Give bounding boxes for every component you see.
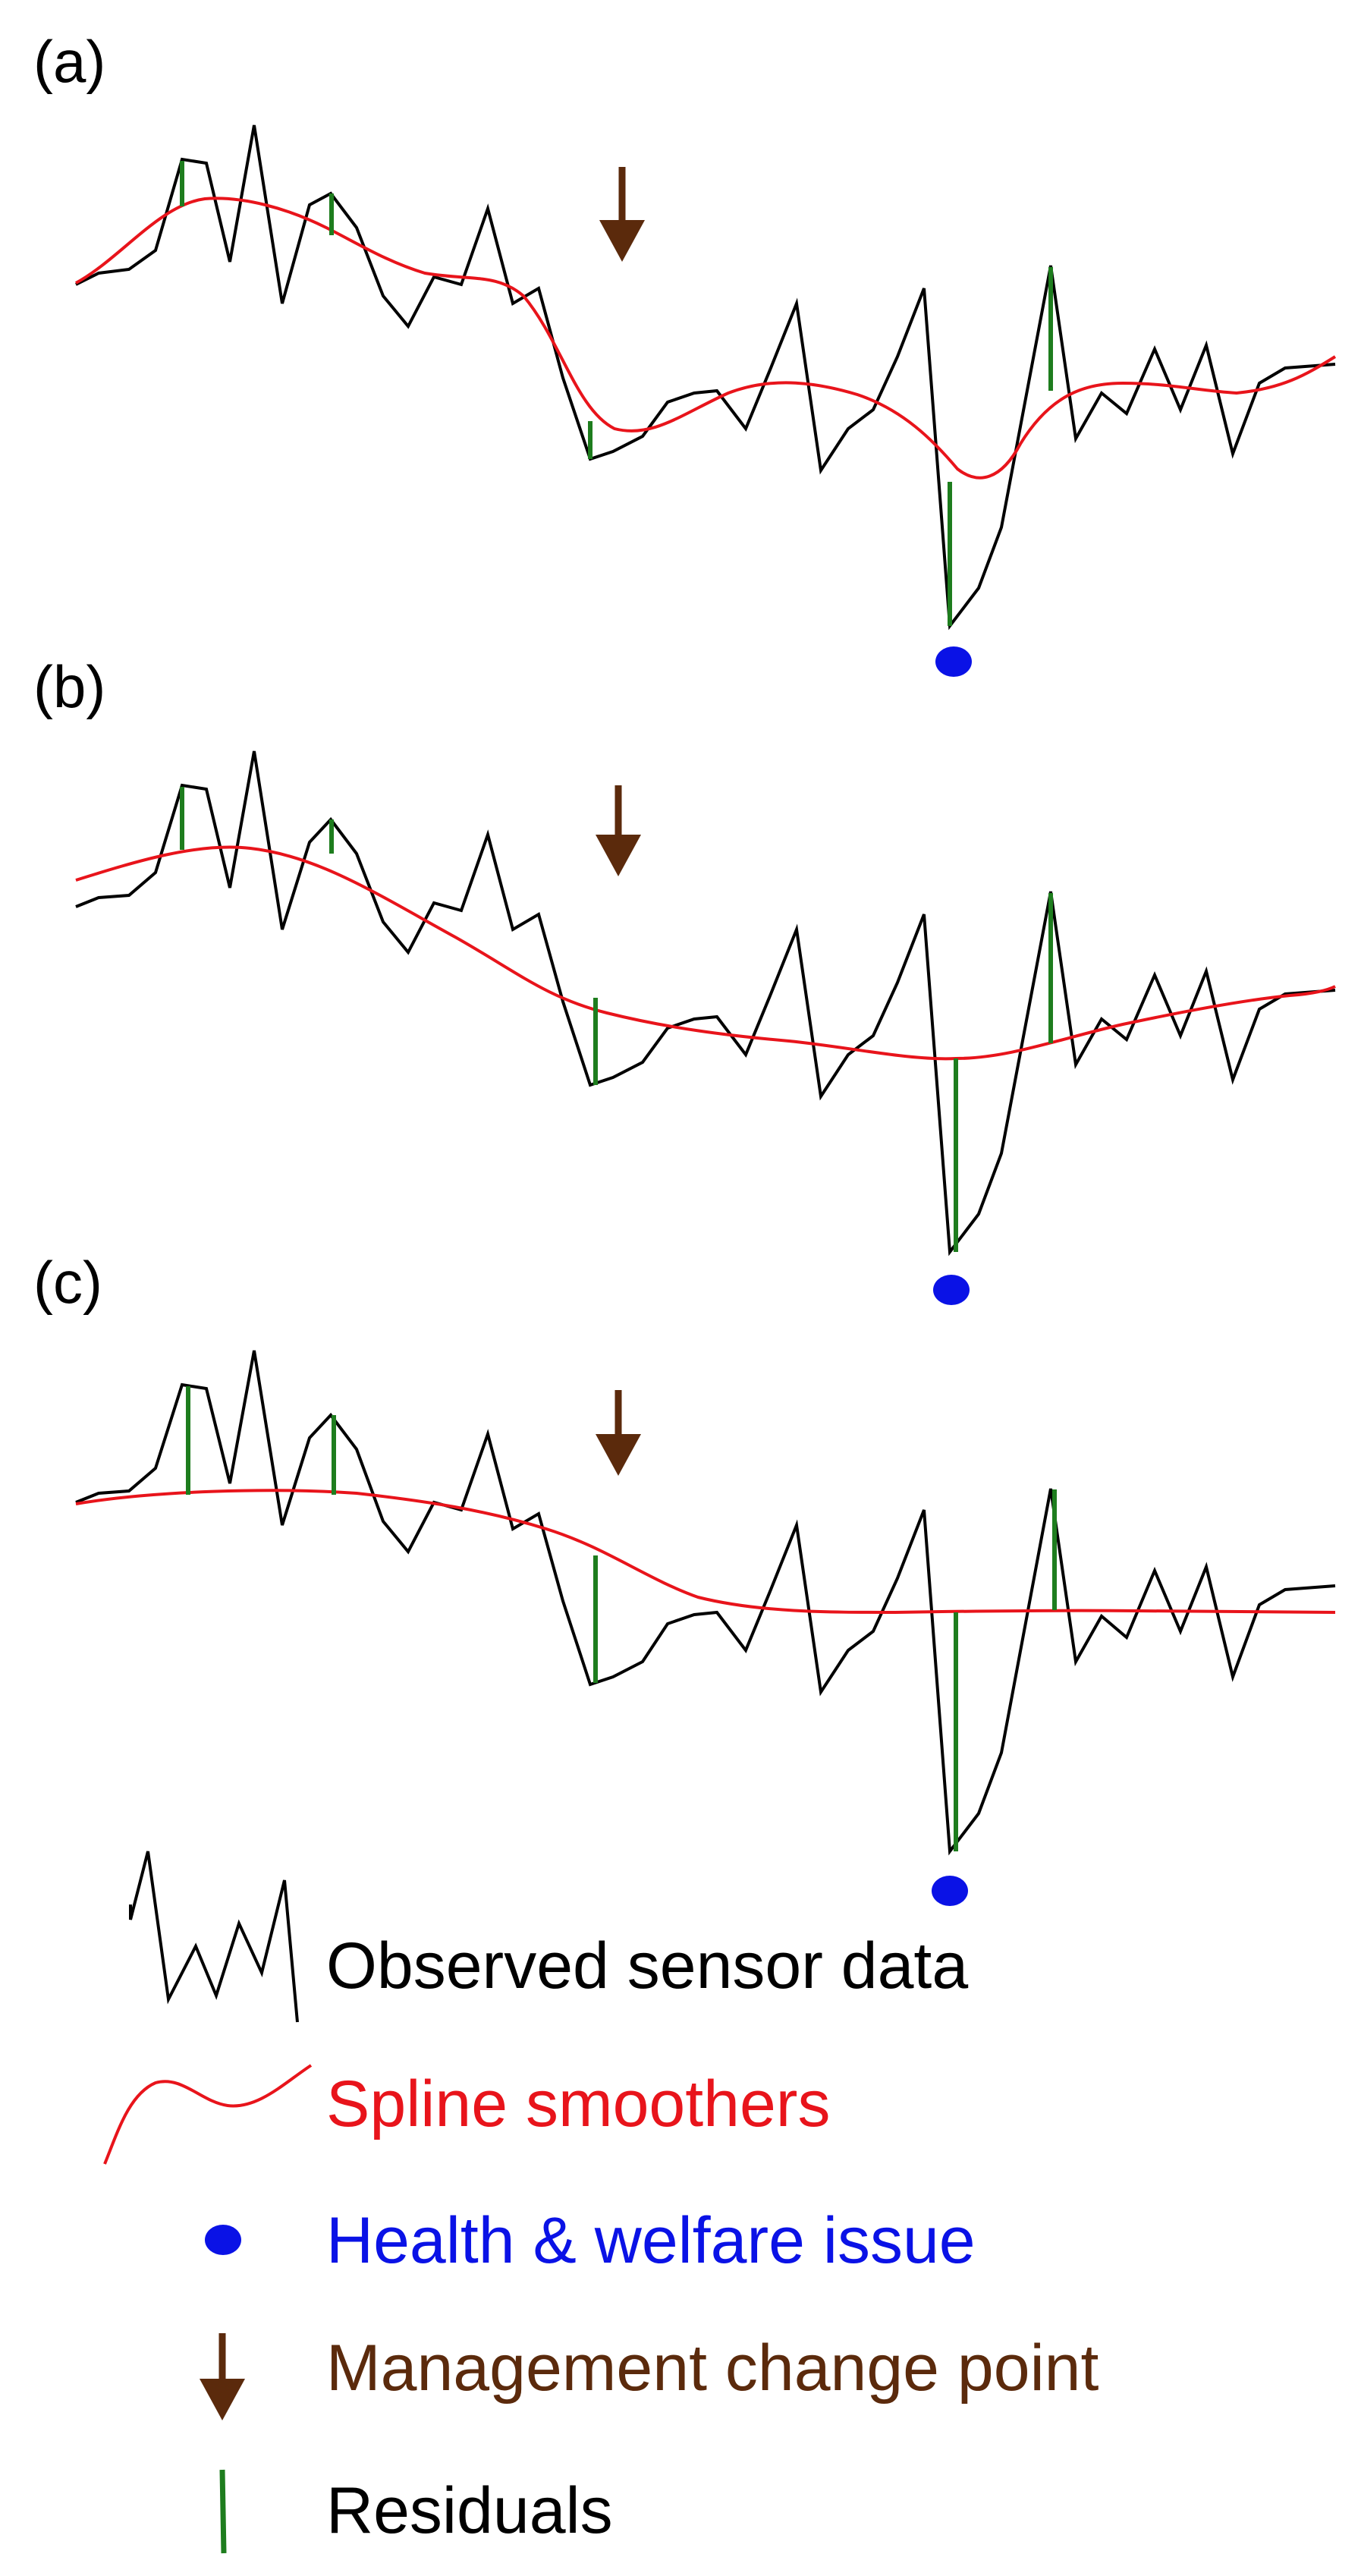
panel-b-residuals bbox=[180, 787, 1053, 1252]
panel-a-residuals bbox=[180, 161, 1053, 626]
legend-label-issue: Health & welfare issue bbox=[326, 2204, 976, 2277]
legend-item-residuals: Residuals bbox=[219, 2469, 613, 2554]
panel-c-issue-dot bbox=[932, 1876, 968, 1906]
panel-a-change-point-arrow bbox=[599, 167, 645, 262]
residual-bar-icon bbox=[219, 2469, 227, 2554]
legend-label-spline: Spline smoothers bbox=[326, 2068, 830, 2140]
blue-dot-icon bbox=[205, 2225, 241, 2255]
panel-c-residuals bbox=[186, 1386, 1057, 1851]
panel-b-change-point-arrow bbox=[596, 785, 641, 876]
down-arrow-icon bbox=[200, 2333, 245, 2420]
legend-item-observed: Observed sensor data bbox=[129, 1851, 968, 2023]
panel-b-spline-curve bbox=[75, 845, 1336, 1061]
panel-b-label: (b) bbox=[33, 653, 105, 720]
legend-item-spline: Spline smoothers bbox=[103, 2064, 830, 2165]
legend-label-change-point: Management change point bbox=[326, 2332, 1099, 2405]
observed-line-icon bbox=[129, 1851, 299, 2023]
panel-a-spline-curve bbox=[75, 197, 1337, 480]
legend-label-residuals: Residuals bbox=[326, 2474, 613, 2547]
panel-b-issue-dot bbox=[933, 1275, 970, 1305]
panel-a-issue-dot bbox=[935, 646, 972, 677]
legend-item-issue: Health & welfare issue bbox=[205, 2204, 976, 2277]
legend-label-observed: Observed sensor data bbox=[326, 1930, 968, 2002]
panel-b-observed-line bbox=[75, 750, 1336, 1257]
legend: Observed sensor data Spline smoothers He… bbox=[103, 1851, 1099, 2554]
panel-a-label: (a) bbox=[33, 28, 105, 95]
panel-b: (b) bbox=[33, 653, 1336, 1305]
panel-a: (a) bbox=[33, 28, 1337, 677]
panel-c-label: (c) bbox=[33, 1249, 102, 1316]
panel-c: (c) bbox=[33, 1249, 1336, 1906]
panel-c-observed-line bbox=[75, 1350, 1336, 1856]
panel-a-observed-line bbox=[75, 124, 1336, 631]
panel-c-change-point-arrow bbox=[596, 1390, 641, 1476]
legend-item-change-point: Management change point bbox=[200, 2332, 1099, 2420]
spline-curve-icon bbox=[103, 2064, 313, 2165]
